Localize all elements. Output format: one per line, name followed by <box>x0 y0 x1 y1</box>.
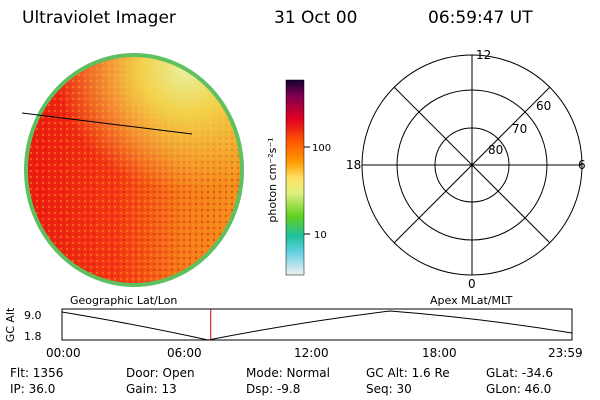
status-dsp: Dsp: -9.8 <box>246 382 301 396</box>
status-seq: Seq: 30 <box>366 382 412 396</box>
x-tick-0600: 06:00 <box>167 346 202 360</box>
colorbar-unit-label: photon cm⁻²s⁻¹ <box>266 137 279 222</box>
status-glon: GLon: 46.0 <box>486 382 552 396</box>
instrument-title: Ultraviolet Imager <box>22 8 176 28</box>
status-mode: Mode: Normal <box>246 366 330 380</box>
x-tick-1800: 18:00 <box>422 346 457 360</box>
status-gc-alt: GC Alt: 1.6 Re <box>366 366 450 380</box>
orbit-timeline: 9.0 1.8 GC Alt <box>4 307 573 343</box>
y-tick-9: 9.0 <box>24 309 42 322</box>
status-ip: IP: 36.0 <box>10 382 56 396</box>
mlt-label-6: 6 <box>578 158 586 172</box>
colorbar-scale <box>285 79 305 276</box>
polar-mlt-plot: 12 18 6 0 60 70 80 <box>346 48 586 291</box>
mlt-label-0: 0 <box>468 277 476 291</box>
lat-label-60: 60 <box>536 99 551 113</box>
colorbar-tick-100: 100 <box>312 143 331 154</box>
status-door: Door: Open <box>126 366 195 380</box>
earth-uv-image <box>21 53 244 287</box>
earth-limb <box>24 53 244 287</box>
timeline-right-title: Apex MLat/MLT <box>430 294 513 307</box>
colorbar: 100 10 photon cm⁻²s⁻¹ <box>266 79 331 276</box>
lat-label-80: 80 <box>488 143 503 157</box>
terminator-line <box>21 112 193 135</box>
timeline-frame <box>61 308 573 341</box>
time-label: 06:59:47 UT <box>428 8 533 28</box>
status-gain: Gain: 13 <box>126 382 177 396</box>
x-tick-2359: 23:59 <box>548 346 583 360</box>
lat-label-70: 70 <box>512 122 527 136</box>
status-flt: Flt: 1356 <box>10 366 64 380</box>
status-glat: GLat: -34.6 <box>486 366 553 380</box>
colorbar-tick-10: 10 <box>314 230 327 241</box>
altitude-curve <box>61 310 573 341</box>
mlt-label-12: 12 <box>476 48 491 62</box>
timeline-axis-label: GC Alt <box>4 307 17 342</box>
x-tick-1200: 12:00 <box>294 346 329 360</box>
y-tick-1-8: 1.8 <box>24 330 42 343</box>
timeline-left-title: Geographic Lat/Lon <box>70 294 178 307</box>
x-tick-0000: 00:00 <box>46 346 81 360</box>
date-label: 31 Oct 00 <box>274 8 358 28</box>
mlt-label-18: 18 <box>346 158 361 172</box>
